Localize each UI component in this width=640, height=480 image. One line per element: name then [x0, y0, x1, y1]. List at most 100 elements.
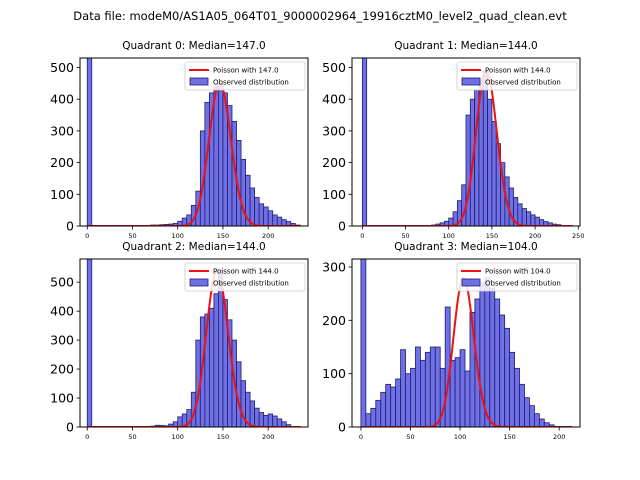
histogram-bar: [218, 82, 224, 226]
legend-box: [184, 262, 306, 292]
y-tick-label: 200: [50, 362, 74, 377]
x-tick-label: 150: [217, 433, 229, 441]
subplot-title: Quadrant 1: Median=144.0: [394, 40, 537, 52]
x-tick-label: 0: [360, 232, 364, 240]
histogram-bar: [218, 270, 224, 427]
y-tick-label: 100: [322, 366, 346, 381]
x-tick-label: 200: [262, 232, 274, 240]
axes-frame: [79, 57, 309, 227]
legend-bar-swatch: [461, 77, 481, 86]
histogram-bar: [548, 424, 555, 427]
legend-bar-swatch: [189, 278, 209, 287]
y-tick-label: 100: [322, 187, 346, 202]
legend: Poisson with 144.0 Observed distribution: [184, 262, 306, 292]
subplot-quadrant-0: 0 50 100 150 200 0 100 200 300 400 500 Quadrant 0: …: [50, 40, 309, 240]
histogram-bar: [429, 346, 436, 427]
histogram-bar: [491, 120, 497, 226]
histogram-bar: [454, 357, 461, 427]
histogram-bar: [434, 346, 441, 427]
histogram-bar: [258, 412, 265, 427]
y-tick-label: 300: [322, 260, 346, 275]
histogram-bar: [519, 383, 525, 427]
legend-label: Poisson with 144.0: [213, 268, 279, 276]
legend: Poisson with 147.0 Observed distribution: [184, 61, 306, 91]
histogram-bar: [370, 407, 377, 427]
histogram-bar: [263, 415, 269, 427]
subplot-title: Quadrant 3: Median=104.0: [394, 241, 537, 253]
legend-box: [184, 61, 306, 91]
y-tick-label: 500: [50, 275, 74, 290]
histogram-bar: [489, 287, 496, 427]
histogram-bar: [213, 86, 219, 226]
poisson-curve: [362, 69, 574, 226]
legend-label: Poisson with 147.0: [213, 67, 279, 75]
histogram-bar: [534, 216, 540, 226]
y-tick-label: 400: [50, 304, 74, 319]
histogram-bar: [249, 400, 256, 427]
legend-label: Poisson with 104.0: [485, 268, 551, 276]
legend: Poisson with 144.0 Observed distribution: [456, 61, 578, 91]
x-tick-label: 50: [401, 232, 409, 240]
histogram-bar: [400, 349, 406, 427]
y-tick-label: 100: [50, 187, 74, 202]
legend-bar-swatch: [189, 77, 209, 86]
poisson-curve: [87, 82, 301, 226]
x-tick-label: 150: [486, 232, 498, 240]
x-tick-label: 50: [128, 232, 136, 240]
histogram-bar: [276, 216, 283, 226]
y-tick-label: 0: [66, 219, 74, 234]
x-tick-label: 50: [406, 433, 414, 441]
histogram-bar: [487, 98, 493, 226]
axes-frame: [79, 258, 309, 428]
histogram-bar: [385, 383, 392, 427]
subplot-quadrant-2: 0 50 100 150 200 0 100 200 300 400 500 Quadrant 2: …: [50, 241, 309, 441]
histogram-bar: [254, 407, 260, 427]
histogram-bar: [514, 367, 520, 427]
histogram-bar: [509, 351, 515, 427]
x-tick-label: 0: [359, 433, 363, 441]
legend-label: Poisson with 144.0: [485, 67, 551, 75]
histogram-bar: [272, 214, 278, 226]
y-tick-label: 400: [50, 92, 74, 107]
histogram-bar: [484, 277, 491, 427]
histogram-bar: [415, 346, 421, 427]
histogram-bar: [263, 206, 269, 226]
y-tick-label: 300: [322, 123, 346, 138]
histogram-bar: [524, 397, 530, 427]
histogram-bar: [482, 70, 488, 226]
legend-box: [456, 61, 578, 91]
histogram-bar: [208, 307, 215, 427]
histogram-bar: [86, 259, 93, 427]
x-tick-label: 150: [217, 232, 229, 240]
y-tick-label: 500: [322, 60, 346, 75]
histogram-bar: [390, 386, 397, 427]
x-tick-label: 50: [128, 433, 136, 441]
histogram-bar: [410, 367, 416, 427]
histogram-bar: [464, 370, 471, 427]
histogram-bar: [521, 208, 527, 226]
x-tick-label: 200: [553, 433, 565, 441]
histogram-bar: [538, 418, 545, 427]
histogram-bar: [285, 424, 292, 427]
histogram-bar: [526, 211, 532, 226]
histogram-bar: [449, 359, 456, 427]
legend-label: Observed distribution: [485, 280, 561, 288]
x-tick-label: 250: [572, 232, 584, 240]
subplot-title: Quadrant 0: Median=147.0: [122, 40, 265, 52]
y-tick-label: 100: [50, 391, 74, 406]
histogram-bar: [177, 416, 183, 427]
subplot-quadrant-3: 0 50 100 150 200 0 100 200 300 Quadrant 3: Median…: [322, 241, 581, 441]
histogram-bar: [258, 203, 265, 226]
x-tick-label: 100: [443, 232, 455, 240]
histogram-bar: [504, 327, 511, 427]
y-tick-label: 300: [50, 123, 74, 138]
histogram-bar: [424, 351, 431, 427]
histogram-bar: [213, 293, 219, 427]
x-tick-label: 100: [172, 433, 184, 441]
legend: Poisson with 104.0 Observed distribution: [456, 262, 578, 292]
legend-label: Observed distribution: [213, 79, 289, 87]
histogram-bar: [267, 210, 274, 226]
y-tick-label: 200: [322, 155, 346, 170]
x-tick-label: 0: [85, 232, 89, 240]
